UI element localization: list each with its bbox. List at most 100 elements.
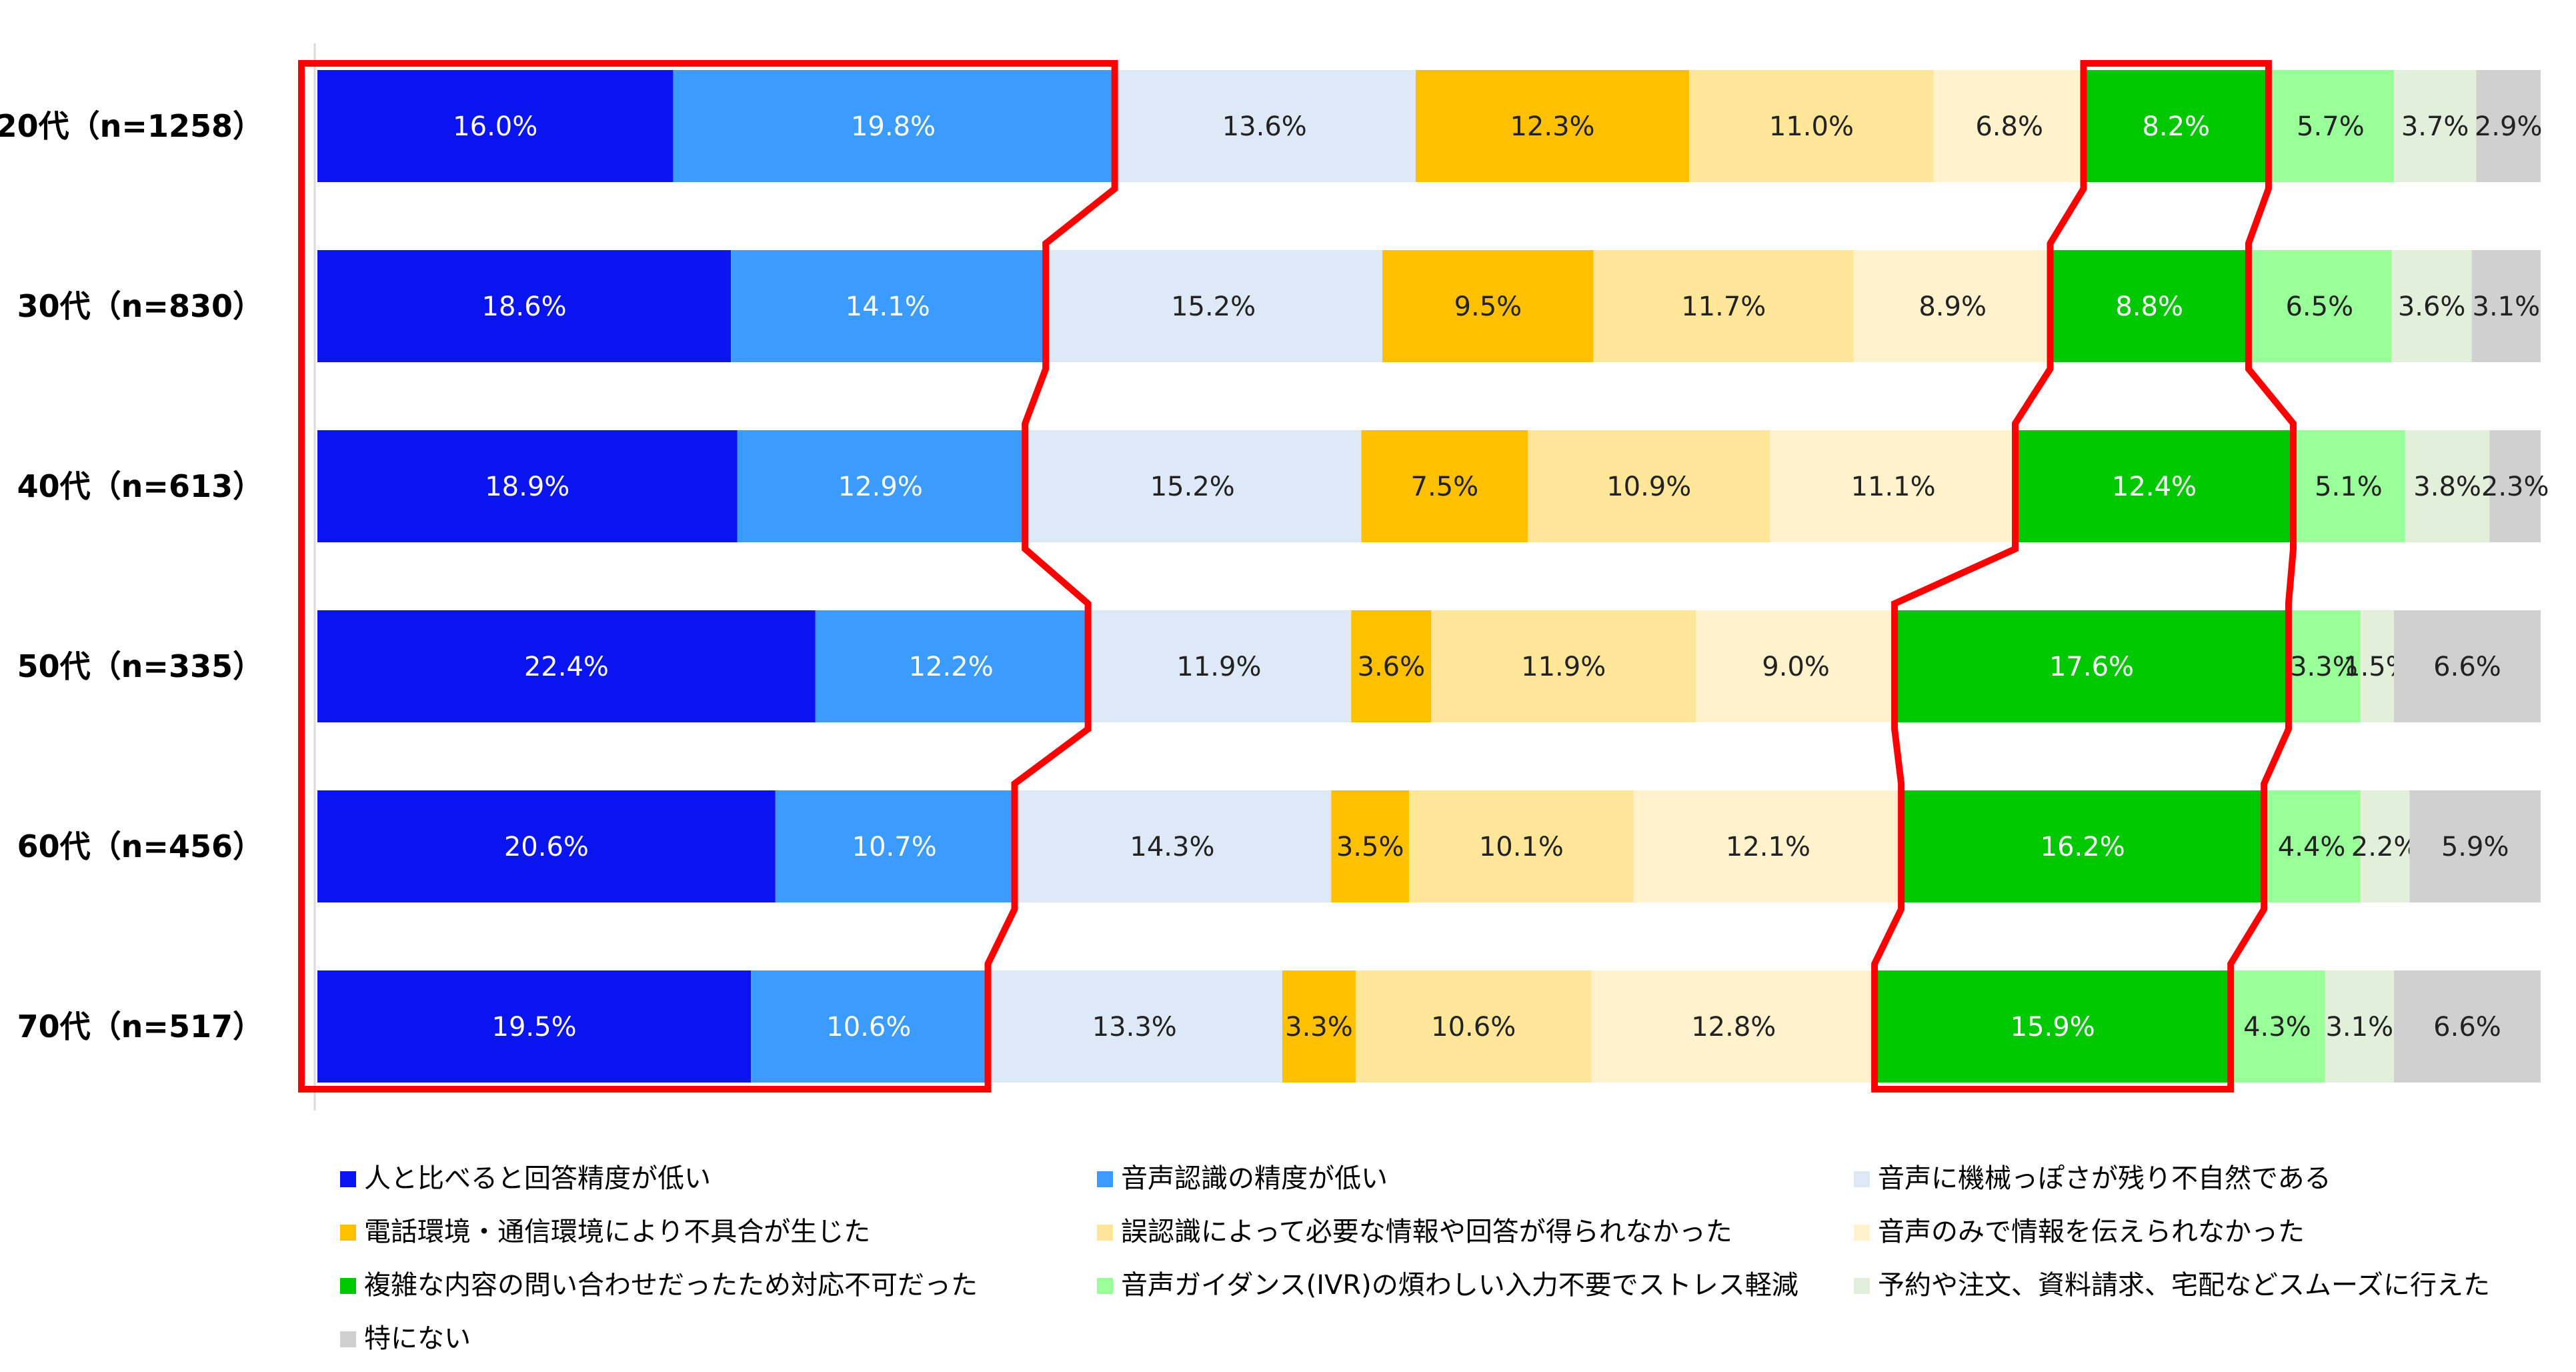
bar-segment: [1351, 610, 1432, 722]
bar-segment: [2393, 610, 2541, 722]
bar-segment: [317, 70, 674, 182]
data-label: 3.7%: [2401, 111, 2469, 142]
data-label: 22.4%: [524, 652, 609, 682]
data-label: 3.5%: [1336, 832, 1404, 862]
data-label: 4.3%: [2243, 1012, 2311, 1043]
category-label: 30代（n=830）: [17, 288, 263, 324]
data-label: 6.6%: [2433, 1012, 2501, 1043]
data-label: 12.2%: [909, 652, 994, 682]
data-label: 10.9%: [1606, 472, 1691, 502]
legend-label: 特にない: [364, 1323, 471, 1354]
data-label: 8.8%: [2115, 291, 2183, 322]
legend-swatch: [1097, 1225, 1113, 1241]
data-label: 19.5%: [492, 1012, 577, 1043]
data-label: 10.6%: [826, 1012, 911, 1043]
bar-segment: [2085, 70, 2267, 182]
bar-segment: [2391, 250, 2472, 362]
legend-swatch: [340, 1331, 356, 1347]
bar-segment: [317, 610, 816, 722]
legend: 人と比べると回答精度が低い 音声認識の精度が低い 音声に機械っぽさが残り不自然である…: [340, 1163, 2490, 1354]
legend-swatch: [1854, 1171, 1870, 1187]
bar-segment: [1086, 610, 1352, 722]
data-label: 6.6%: [2433, 652, 2501, 682]
bar-segment: [2229, 970, 2325, 1083]
data-label: 3.1%: [2473, 291, 2541, 322]
bar-segment: [775, 790, 1014, 902]
bar-segment: [2405, 430, 2490, 542]
data-label: 3.8%: [2413, 472, 2481, 502]
data-label: 16.0%: [453, 111, 537, 142]
data-label: 14.3%: [1130, 832, 1214, 862]
legend-label: 音声のみで情報を伝えられなかった: [1878, 1217, 2305, 1247]
data-label: 15.2%: [1171, 291, 1256, 322]
data-label: 3.6%: [2398, 291, 2466, 322]
bar-segment: [2489, 430, 2541, 542]
data-label: 13.3%: [1092, 1012, 1177, 1043]
data-label: 5.7%: [2297, 111, 2365, 142]
bar-segment: [1013, 790, 1332, 902]
legend-label: 人と比べると回答精度が低い: [364, 1163, 711, 1194]
bar-segment: [317, 430, 738, 542]
category-label: 70代（n=517）: [17, 1008, 263, 1045]
legend-label: 複雑な内容の問い合わせだったため対応不可だった: [364, 1270, 978, 1301]
data-label: 12.3%: [1510, 111, 1594, 142]
bar-segment: [1633, 790, 1903, 902]
data-label: 4.4%: [2278, 832, 2346, 862]
bar-segment: [2471, 250, 2541, 362]
legend-swatch: [340, 1171, 356, 1187]
data-label: 2.3%: [2481, 472, 2549, 502]
bar-segment: [1689, 70, 1934, 182]
bar-segment: [986, 970, 1282, 1083]
bar-segment: [737, 430, 1024, 542]
category-label: 40代（n=613）: [17, 468, 263, 504]
bar-segment: [1382, 250, 1594, 362]
data-label: 12.9%: [838, 472, 923, 502]
bar-segment: [1355, 970, 1592, 1083]
data-label: 11.9%: [1176, 652, 1261, 682]
data-label: 10.6%: [1431, 1012, 1516, 1043]
bar-segment: [1331, 790, 1409, 902]
legend-swatch: [1854, 1225, 1870, 1241]
bar-segment: [673, 70, 1114, 182]
highlight-outline: [1871, 60, 2297, 1093]
data-label: 11.9%: [1521, 652, 1606, 682]
data-label: 3.3%: [1285, 1012, 1353, 1043]
bar-segment: [317, 790, 776, 902]
bar-segment: [1593, 250, 1854, 362]
data-label: 17.6%: [2049, 652, 2134, 682]
bar-segment: [1113, 70, 1416, 182]
bars: 16.0% 19.8% 13.6% 12.3% 11.0% 6.8% 8.2% 5.7% 3.7…: [317, 70, 2549, 1083]
bar-segment: [1902, 790, 2263, 902]
data-label: 11.1%: [1851, 472, 1936, 502]
data-label: 12.4%: [2112, 472, 2197, 502]
data-label: 10.7%: [852, 832, 937, 862]
data-label: 9.5%: [1454, 291, 1522, 322]
category-label: 50代（n=335）: [17, 648, 263, 684]
bar-segment: [2016, 430, 2292, 542]
bar-segment: [1408, 790, 1634, 902]
data-label: 7.5%: [1411, 472, 1479, 502]
data-label: 20.6%: [504, 832, 589, 862]
bar-segment: [2247, 250, 2392, 362]
data-label: 11.0%: [1769, 111, 1854, 142]
bar-segment: [1933, 70, 2085, 182]
data-label: 15.2%: [1150, 472, 1235, 502]
category-labels: 20代（n=1258） 30代（n=830） 40代（n=613） 50代（n=335…: [0, 108, 263, 1045]
data-label: 3.1%: [2325, 1012, 2393, 1043]
data-label: 16.2%: [2041, 832, 2125, 862]
data-label: 13.6%: [1222, 111, 1307, 142]
data-label: 18.9%: [485, 472, 569, 502]
data-label: 12.1%: [1726, 832, 1810, 862]
bar-segment: [1770, 430, 2017, 542]
data-label: 2.9%: [2475, 111, 2543, 142]
bar-segment: [1431, 610, 1696, 722]
bar-segment: [2287, 610, 2361, 722]
bar-segment: [2291, 430, 2405, 542]
legend-swatch: [1097, 1278, 1113, 1294]
legend-swatch: [1854, 1278, 1870, 1294]
data-label: 12.8%: [1691, 1012, 1776, 1043]
data-label: 10.1%: [1479, 832, 1564, 862]
data-label: 19.8%: [851, 111, 936, 142]
bar-segment: [317, 970, 752, 1083]
